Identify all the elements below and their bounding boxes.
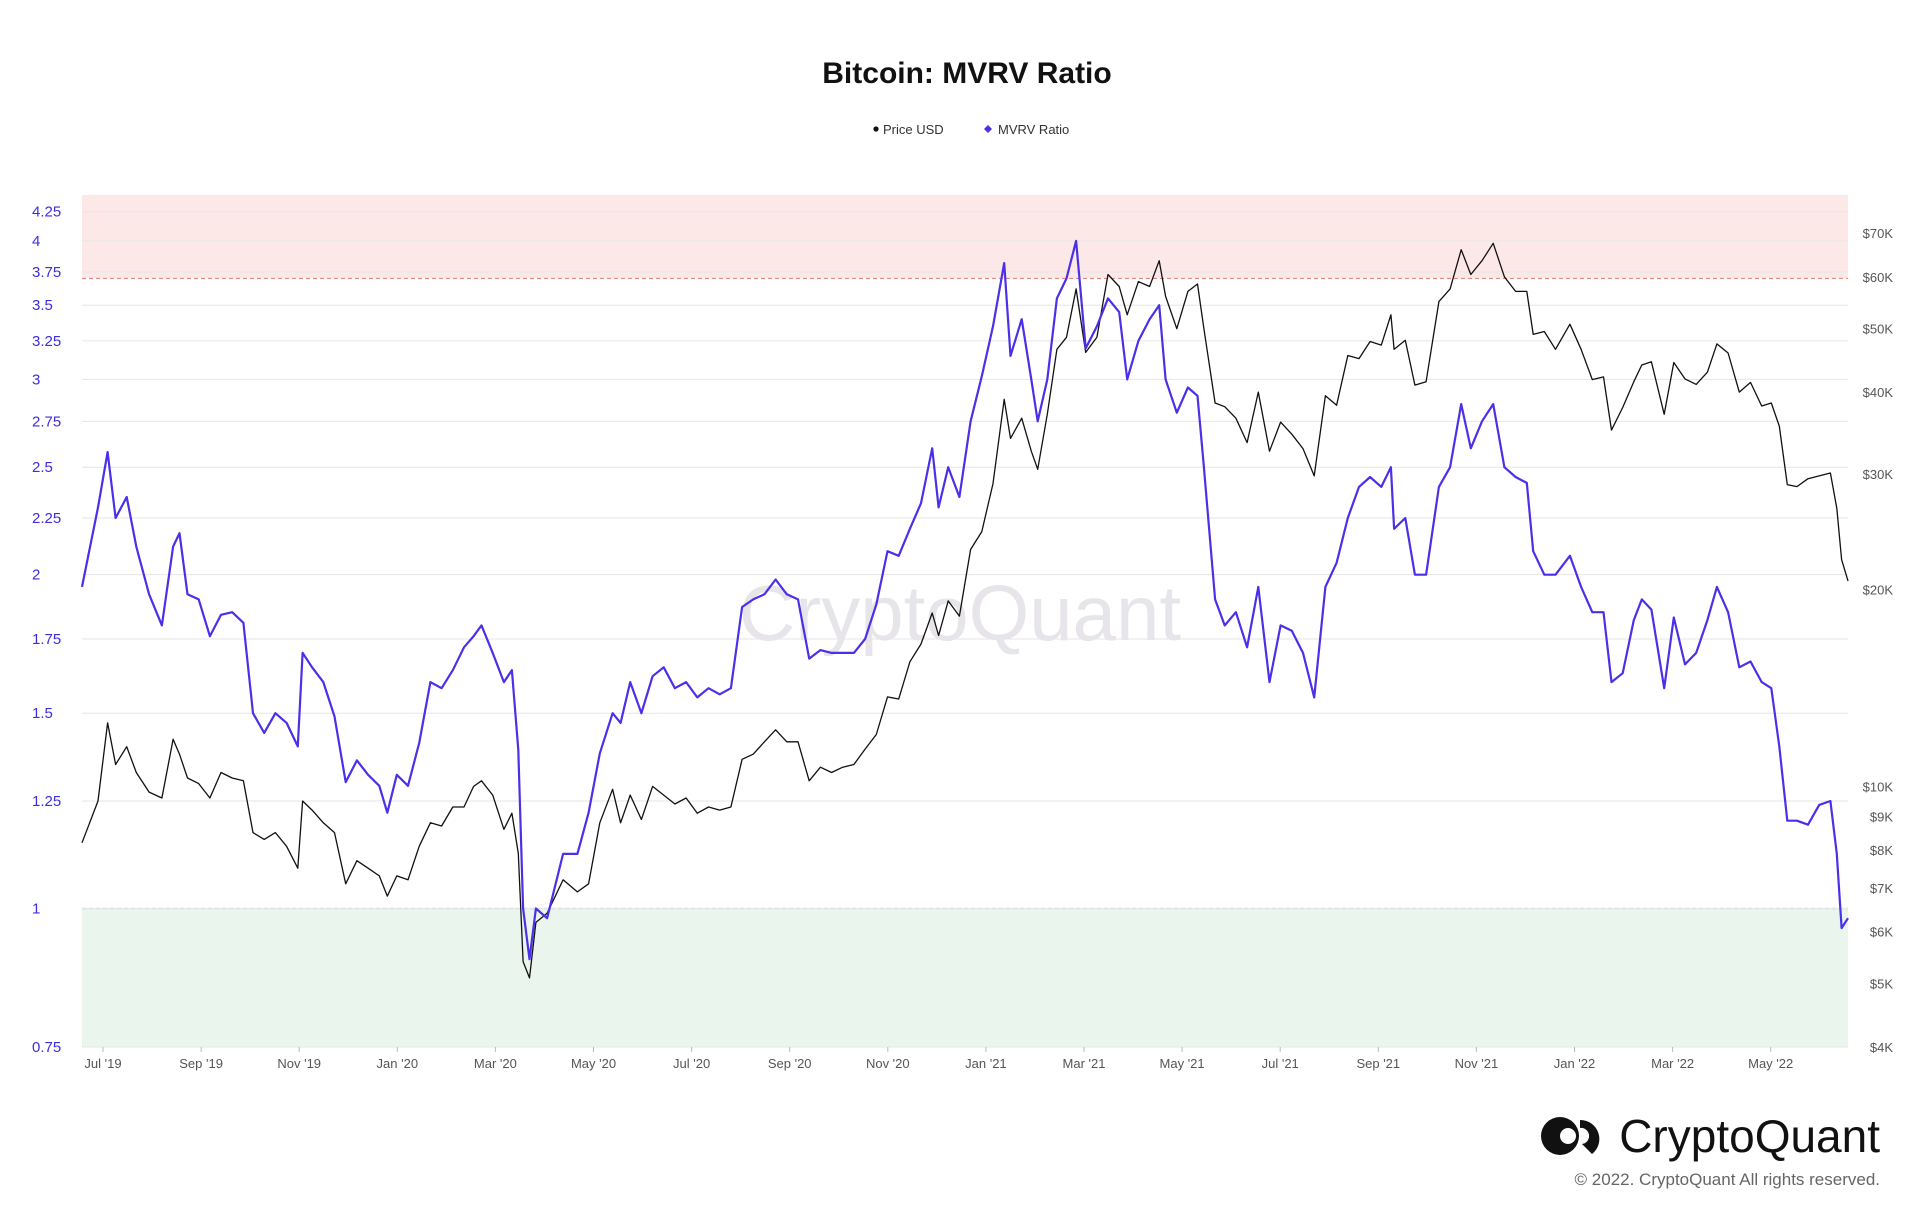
x-tick-label: Sep '20 (768, 1056, 812, 1071)
x-tick-label: Jul '20 (673, 1056, 710, 1071)
y-left-tick-label: 2.75 (32, 413, 61, 430)
y-right-tick-label: $7K (1870, 881, 1893, 896)
x-tick-label: Mar '20 (474, 1056, 517, 1071)
y-left-tick-label: 4 (32, 233, 40, 250)
legend-marker-mvrv (984, 125, 992, 133)
mvrv-ratio-line (80, 239, 1849, 961)
x-tick-label: Jul '21 (1262, 1056, 1299, 1071)
y-left-tick-label: 3.75 (32, 264, 61, 281)
y-right-tick-label: $5K (1870, 977, 1893, 992)
y-right-tick-label: $60K (1863, 270, 1894, 285)
y-right-tick-label: $10K (1863, 779, 1894, 794)
y-right-tick-label: $40K (1863, 385, 1894, 400)
chart-title: Bitcoin: MVRV Ratio (822, 57, 1111, 90)
y-left-tick-label: 1.5 (32, 705, 53, 722)
y-right-tick-label: $4K (1870, 1040, 1893, 1055)
y-right-tick-label: $9K (1870, 809, 1893, 824)
x-tick-label: Jan '20 (377, 1056, 419, 1071)
copyright-notice: © 2022. CryptoQuant All rights reserved. (1575, 1170, 1880, 1189)
y-left-tick-label: 3.25 (32, 333, 61, 350)
y-left-tick-label: 1.75 (32, 631, 61, 648)
x-tick-label: Jul '19 (84, 1056, 121, 1071)
legend-label-mvrv[interactable]: MVRV Ratio (998, 122, 1069, 137)
y-left-tick-label: 2 (32, 567, 40, 584)
cryptoquant-logo-icon (1541, 1117, 1600, 1155)
x-tick-label: Mar '21 (1063, 1056, 1106, 1071)
x-tick-label: May '20 (571, 1056, 616, 1071)
y-right-tick-label: $70K (1863, 226, 1894, 241)
y-axis-right: $70K $60K $50K $40K $30K $20K $10K $9K $8K $7K $6K… (1863, 226, 1894, 1055)
y-left-tick-label: 3.5 (32, 297, 53, 314)
legend-marker-price (873, 126, 879, 132)
y-left-tick-label: 1.25 (32, 793, 61, 810)
x-tick-label: Nov '21 (1455, 1056, 1499, 1071)
y-axis-left: 4.25 4 3.75 3.5 3.25 3 2.75 2.5 2.25 2 1.75 1.5 1.25… (32, 204, 61, 1056)
y-right-tick-label: $6K (1870, 925, 1893, 940)
x-tick-label: May '21 (1160, 1056, 1205, 1071)
y-left-tick-label: 4.25 (32, 204, 61, 221)
x-tick-label: May '22 (1748, 1056, 1793, 1071)
undervalued-band (82, 908, 1848, 1047)
x-axis: Jul '19 Sep '19 Nov '19 Jan '20 Mar '20 May '… (84, 1047, 1793, 1071)
x-tick-label: Jan '22 (1554, 1056, 1596, 1071)
x-tick-label: Mar '22 (1651, 1056, 1694, 1071)
y-left-tick-label: 3 (32, 371, 40, 388)
y-right-tick-label: $50K (1863, 322, 1894, 337)
y-right-tick-label: $8K (1870, 843, 1893, 858)
legend[interactable]: Price USD MVRV Ratio (873, 122, 1069, 137)
x-tick-label: Jan '21 (965, 1056, 1007, 1071)
series-lines (80, 239, 1849, 979)
y-left-tick-label: 2.25 (32, 510, 61, 527)
price-usd-line (81, 242, 1849, 979)
brand-logo: CryptoQuant © 2022. CryptoQuant All righ… (1541, 1110, 1880, 1189)
valuation-bands (82, 195, 1848, 1047)
x-tick-label: Nov '20 (866, 1056, 910, 1071)
x-tick-label: Sep '21 (1356, 1056, 1400, 1071)
y-left-tick-label: 1 (32, 900, 40, 917)
y-right-tick-label: $30K (1863, 467, 1894, 482)
grid-lines (82, 211, 1848, 1048)
x-tick-label: Nov '19 (277, 1056, 321, 1071)
x-tick-label: Sep '19 (179, 1056, 223, 1071)
legend-label-price[interactable]: Price USD (883, 122, 944, 137)
overvalued-band (82, 195, 1848, 279)
y-right-tick-label: $20K (1863, 582, 1894, 597)
y-left-tick-label: 0.75 (32, 1039, 61, 1056)
brand-name: CryptoQuant (1619, 1110, 1880, 1162)
y-left-tick-label: 2.5 (32, 459, 53, 476)
